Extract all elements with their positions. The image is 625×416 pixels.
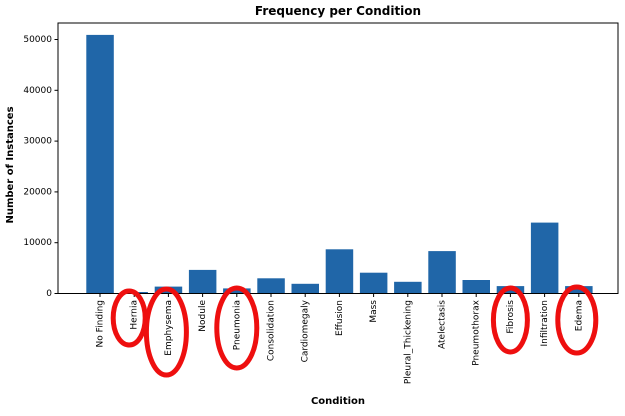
bar: [428, 251, 456, 294]
y-tick-label: 30000: [23, 137, 52, 147]
x-tick-label: Atelectasis: [438, 300, 448, 349]
y-tick-label: 10000: [23, 238, 52, 248]
annotation-ellipse: [143, 286, 189, 378]
bar: [291, 283, 319, 294]
annotation-ellipse: [214, 285, 260, 371]
x-axis-label: Condition: [310, 396, 366, 407]
y-tick-label: 50000: [23, 35, 52, 45]
x-tick-label: Emphysema: [164, 300, 174, 356]
x-tick-label: Hernia: [130, 300, 140, 330]
x-tick-label: Nodule: [198, 300, 208, 332]
bar: [530, 222, 559, 294]
chart-title: Frequency per Condition: [254, 4, 422, 18]
annotation-ellipse: [555, 284, 599, 356]
y-tick-label: 40000: [23, 86, 52, 96]
bar: [86, 34, 114, 294]
bar: [188, 269, 217, 294]
x-tick-label: No Finding: [96, 300, 106, 347]
bar: [223, 288, 251, 294]
x-tick-label: Edema: [574, 300, 584, 331]
x-tick-label: Effusion: [335, 300, 345, 336]
bar: [462, 280, 490, 294]
x-tick-label: Fibrosis: [506, 300, 516, 334]
bar: [325, 249, 354, 294]
bar: [359, 272, 388, 294]
annotation-ellipse: [490, 285, 530, 355]
plot-border: [57, 22, 619, 294]
y-tick-label: 20000: [23, 187, 52, 197]
y-tick-label: 0: [46, 289, 52, 299]
x-tick-label: Consolidation: [267, 300, 277, 361]
bar: [257, 278, 285, 294]
x-tick-label: Cardiomegaly: [301, 299, 311, 362]
x-tick-label: Infiltration: [540, 300, 550, 347]
x-tick-label: Pleural_Thickening: [403, 300, 413, 384]
y-axis-label-text: Number of Instances: [5, 106, 16, 224]
bar: [394, 281, 422, 294]
bar: [565, 286, 593, 294]
x-tick-label: Pneumothorax: [472, 299, 482, 365]
x-tick-label: Mass: [369, 300, 379, 323]
x-tick-label: Pneumonia: [232, 300, 242, 350]
